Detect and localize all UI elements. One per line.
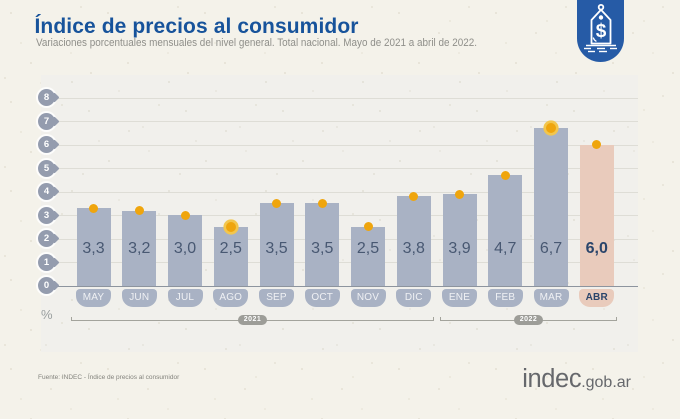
svg-text:$: $: [596, 21, 607, 42]
